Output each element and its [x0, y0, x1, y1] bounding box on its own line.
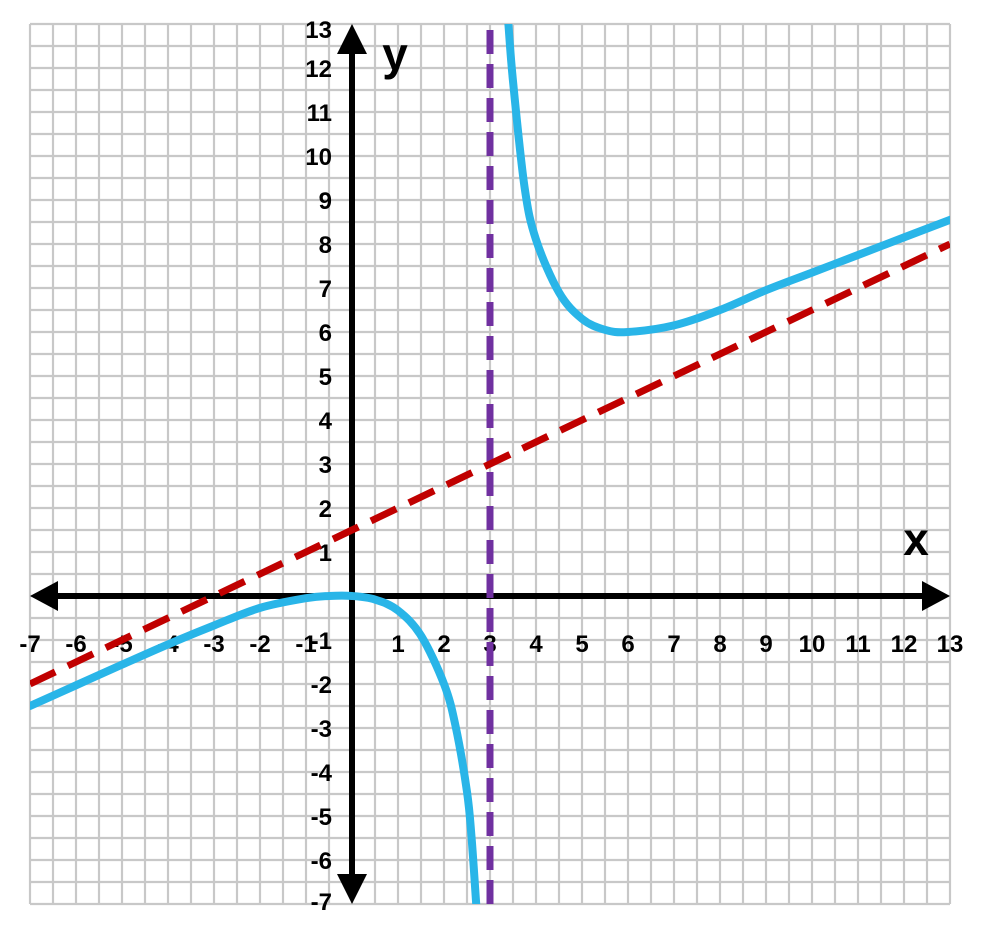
y-tick-label: -5 — [311, 804, 332, 831]
y-tick-label: 9 — [319, 188, 332, 215]
x-tick-label: 13 — [937, 631, 964, 658]
y-tick-label: 3 — [319, 452, 332, 479]
y-tick-label: 8 — [319, 232, 332, 259]
x-tick-label: 5 — [575, 631, 588, 658]
y-tick-label: 5 — [319, 364, 332, 391]
x-axis-label: x — [903, 513, 929, 565]
x-tick-label: 12 — [891, 631, 918, 658]
x-tick-label: -6 — [65, 631, 86, 658]
x-tick-label: 7 — [667, 631, 680, 658]
y-tick-label: 2 — [319, 496, 332, 523]
y-tick-label: 11 — [307, 100, 332, 127]
y-tick-label: -2 — [311, 672, 332, 699]
series-lines — [30, 24, 950, 904]
x-axis-arrow-right — [922, 581, 950, 611]
function-curve-left-branch — [30, 591, 481, 904]
y-tick-label: 6 — [319, 320, 332, 347]
x-tick-label: 2 — [437, 631, 450, 658]
y-tick-label: 4 — [319, 408, 333, 435]
x-tick-label: 9 — [759, 631, 772, 658]
x-axis-arrow-left — [30, 581, 58, 611]
y-axis-arrow-up — [337, 24, 367, 54]
y-tick-label: 12 — [305, 56, 332, 83]
x-tick-label: -1 — [295, 631, 316, 658]
x-tick-label: 11 — [845, 631, 870, 658]
y-tick-label: -1 — [311, 628, 332, 655]
y-tick-label: 7 — [319, 276, 332, 303]
function-curve-right-branch — [504, 24, 950, 337]
y-tick-label: -6 — [311, 848, 332, 875]
x-tick-label: 8 — [713, 631, 726, 658]
x-tick-label: 6 — [621, 631, 634, 658]
y-tick-label: 10 — [305, 144, 332, 171]
y-tick-label: 13 — [305, 17, 332, 44]
x-tick-label: -3 — [203, 631, 224, 658]
x-tick-label: -2 — [249, 631, 270, 658]
x-tick-label: 1 — [391, 631, 404, 658]
y-axis-arrow-down — [337, 874, 367, 904]
x-tick-label: 4 — [529, 631, 543, 658]
y-tick-label: -3 — [311, 716, 332, 743]
y-tick-label: 1 — [319, 540, 332, 567]
slant-asymptote-line — [30, 240, 950, 688]
x-tick-label: -7 — [19, 631, 40, 658]
y-tick-label: -7 — [311, 889, 332, 916]
y-axis-label: y — [382, 28, 408, 80]
y-tick-label: -4 — [311, 760, 333, 787]
x-tick-label: 10 — [799, 631, 826, 658]
